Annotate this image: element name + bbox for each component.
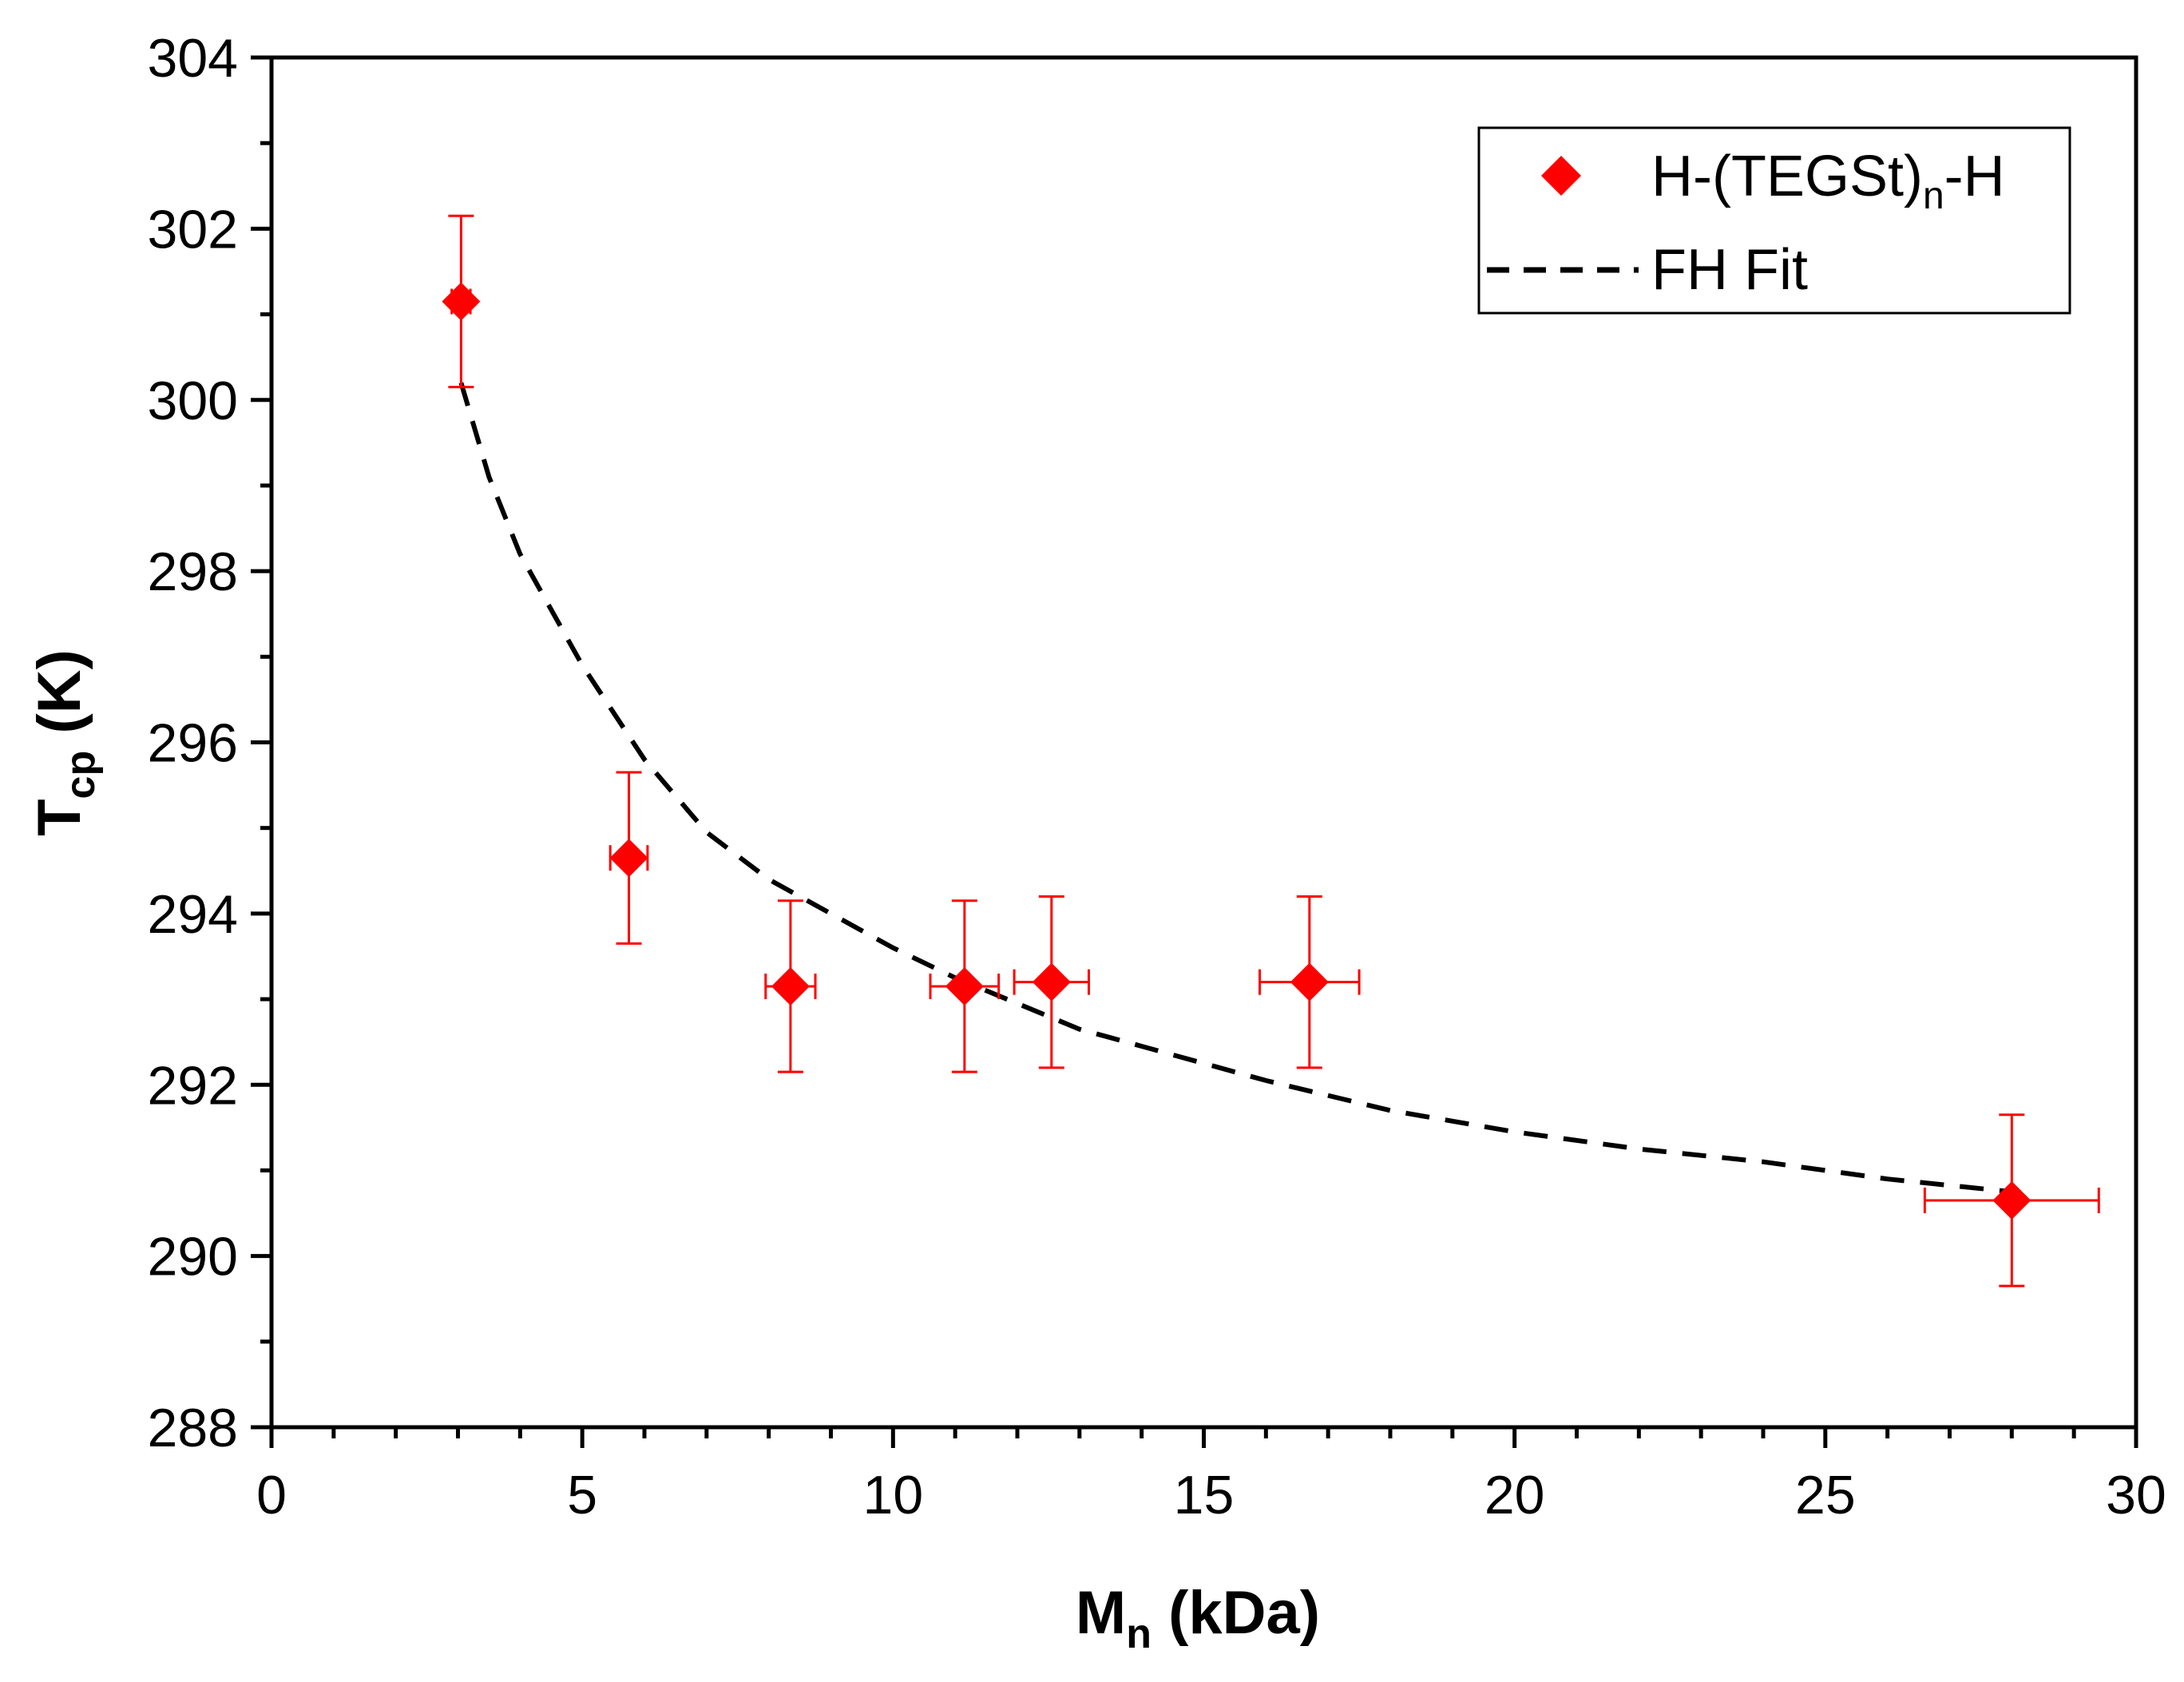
y-tick-label: 298	[148, 541, 238, 602]
legend-label-series-sub: n	[1923, 175, 1944, 217]
fit-layer	[458, 382, 2012, 1195]
data-point-diamond	[1290, 962, 1329, 1002]
x-tick-label: 10	[863, 1465, 924, 1525]
data-point-diamond	[945, 966, 984, 1006]
y-axis-label-sub: cp	[57, 751, 104, 799]
y-tick-label: 304	[148, 28, 238, 89]
legend-marker-diamond	[1541, 156, 1581, 196]
x-axis-label: Mn (kDa)	[1076, 1579, 1320, 1657]
y-tick-label: 300	[148, 371, 238, 431]
errorbar-layer	[448, 214, 2100, 1287]
y-axis-label-main: T	[26, 799, 93, 835]
y-tick-label: 296	[148, 713, 238, 774]
y-tick-label: 302	[148, 199, 238, 260]
data-point-diamond	[442, 282, 481, 321]
y-axis-label-rest: (K)	[26, 649, 93, 751]
data-point-diamond	[609, 839, 648, 878]
legend-label-series-main: H-(TEGSt)	[1651, 145, 1923, 208]
y-tick-label: 290	[148, 1227, 238, 1287]
data-point-diamond	[1992, 1180, 2031, 1220]
data-point-diamond	[771, 966, 810, 1006]
legend: H-(TEGSt)n-H FH Fit	[1477, 126, 2071, 315]
y-tick-label: 294	[148, 884, 238, 945]
fh-fit-line	[458, 382, 2012, 1195]
legend-label-series: H-(TEGSt)n-H	[1651, 145, 2005, 217]
legend-label-fit: FH Fit	[1651, 238, 1808, 302]
data-point-diamond	[1032, 962, 1071, 1002]
y-tick-label: 288	[148, 1398, 238, 1458]
marker-layer	[442, 282, 2031, 1220]
y-axis-label: Tcp (K)	[26, 649, 104, 836]
x-tick-label: 5	[567, 1465, 597, 1525]
x-tick-label: 30	[2106, 1465, 2166, 1525]
x-axis: 0 5 10 15 20 25 30	[256, 1427, 2166, 1525]
legend-box	[1477, 126, 2071, 315]
x-axis-label-sub: n	[1126, 1611, 1151, 1657]
y-axis: 288 290 292 294 296 298 300 302 304	[148, 28, 272, 1458]
x-tick-label: 15	[1174, 1465, 1235, 1525]
x-axis-label-rest: (kDa)	[1151, 1579, 1320, 1647]
y-tick-label: 292	[148, 1055, 238, 1116]
x-axis-label-main: M	[1076, 1579, 1126, 1647]
legend-label-series-rest: -H	[1944, 145, 2005, 208]
x-tick-label: 20	[1484, 1465, 1545, 1525]
x-tick-label: 0	[256, 1465, 287, 1525]
x-tick-label: 25	[1795, 1465, 1856, 1525]
